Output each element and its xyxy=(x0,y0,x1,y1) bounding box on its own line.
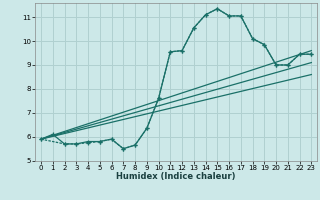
X-axis label: Humidex (Indice chaleur): Humidex (Indice chaleur) xyxy=(116,172,236,181)
